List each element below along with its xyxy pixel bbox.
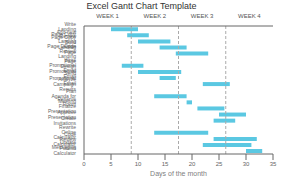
svg-text:WEEK 3: WEEK 3 [191,13,214,19]
svg-text:10: 10 [135,161,142,167]
svg-text:20: 20 [189,161,196,167]
svg-text:WEEK 4: WEEK 4 [238,13,261,19]
svg-text:15: 15 [162,161,169,167]
svg-text:Days of the month: Days of the month [150,170,207,178]
svg-text:WEEK 2: WEEK 2 [144,13,167,19]
svg-text:35: 35 [270,161,275,167]
svg-text:WEEK 1: WEEK 1 [96,13,119,19]
svg-text:PublishCalculator: PublishCalculator [53,145,76,156]
svg-text:5: 5 [109,161,113,167]
svg-text:CodeReviewLandingPage: CodeReviewLandingPage [58,43,76,64]
svg-text:0: 0 [82,161,86,167]
svg-text:25: 25 [216,161,223,167]
svg-text:30: 30 [243,161,250,167]
